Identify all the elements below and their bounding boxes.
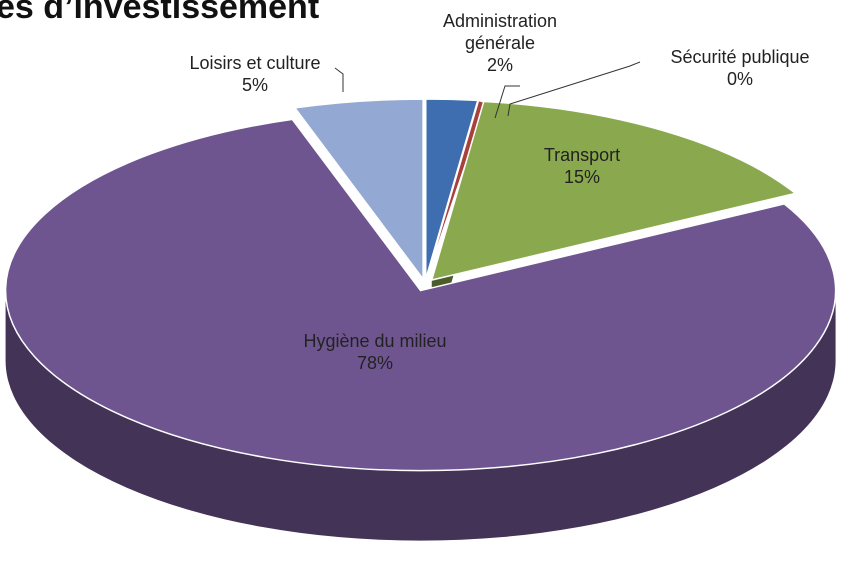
- slice: [430, 100, 798, 282]
- slice-value: 0%: [726, 69, 753, 89]
- slice-value: 78%: [356, 353, 394, 373]
- slice-label: Administration générale: [442, 11, 558, 53]
- slice-value: 5%: [241, 75, 268, 95]
- slice-value: 15%: [563, 167, 601, 187]
- slice-label: Loisirs et culture: [189, 53, 321, 73]
- slice-label: Hygiène du milieu: [303, 331, 447, 351]
- slice-side: [5, 290, 836, 541]
- slice: [4, 118, 837, 472]
- chart-title: es d’investissement: [0, 0, 320, 26]
- slice-label: Transport: [543, 145, 621, 165]
- slice-label: Sécurité publique: [670, 47, 810, 67]
- slice: [293, 98, 424, 282]
- leader-line: [494, 85, 520, 119]
- leader-line: [334, 67, 344, 92]
- leader-line: [507, 61, 641, 117]
- slice-value: 2%: [486, 55, 513, 75]
